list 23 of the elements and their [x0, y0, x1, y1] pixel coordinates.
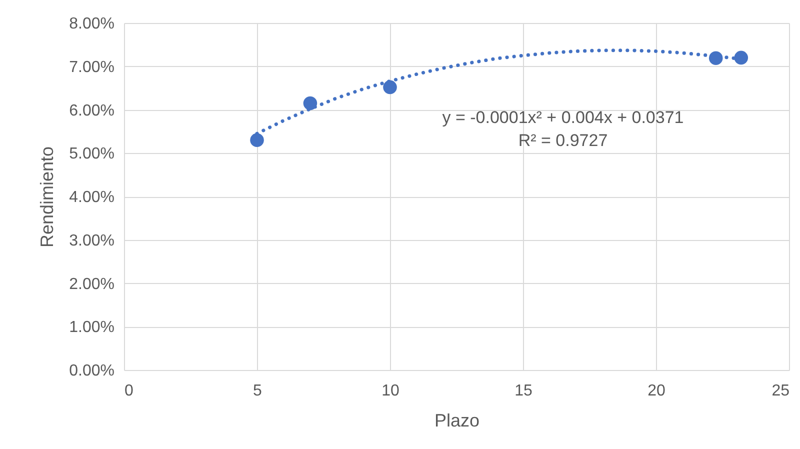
x-tick-label: 20	[648, 382, 666, 400]
x-tick-label: 15	[514, 382, 532, 400]
annotation: y = -0.0001x² + 0.004x + 0.0371	[442, 108, 684, 127]
y-tick-label: 5.00%	[69, 146, 114, 163]
annotation: R² = 0.9727	[518, 131, 608, 150]
point	[734, 50, 748, 65]
y-axis-title: Rendimiento	[37, 146, 58, 248]
y-tick-label: 1.00%	[69, 319, 114, 336]
point	[383, 80, 397, 94]
x-tick-label: 10	[382, 382, 400, 400]
x-tick-label: 0	[124, 382, 134, 400]
y-tick-label: 6.00%	[69, 102, 114, 120]
point	[303, 96, 318, 110]
y-tick-label: 7.00%	[69, 58, 114, 76]
x-tick-label: 5	[253, 382, 262, 400]
x-tick-label: 25	[772, 382, 790, 400]
y-tick-label: 2.00%	[69, 276, 114, 293]
x-axis-title: Plazo	[434, 410, 480, 430]
y-tick-label: 0.00%	[69, 362, 114, 380]
y-tick-label: 8.00%	[69, 16, 114, 32]
y-tick-label: 4.00%	[69, 189, 114, 206]
point	[250, 133, 264, 147]
y-tick-label: 3.00%	[69, 232, 114, 250]
